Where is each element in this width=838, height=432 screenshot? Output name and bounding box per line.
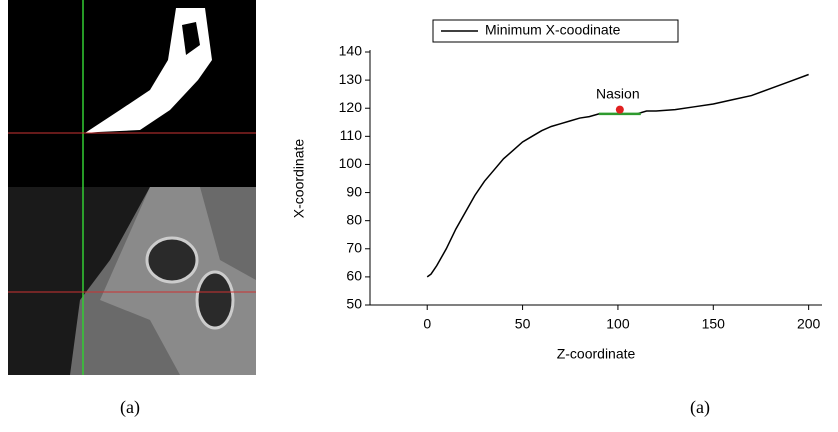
y-tick-label: 80 xyxy=(346,211,362,227)
y-axis-label: X-coordinate xyxy=(291,139,307,219)
x-tick-label: 50 xyxy=(515,316,531,332)
y-tick-label: 100 xyxy=(339,155,363,171)
y-tick-label: 140 xyxy=(339,43,363,59)
ct-images xyxy=(8,0,256,375)
sinus xyxy=(197,272,233,328)
x-tick-label: 0 xyxy=(423,316,431,332)
caption: (a) xyxy=(120,397,140,418)
y-tick-label: 120 xyxy=(339,99,363,115)
sinus xyxy=(147,238,197,282)
y-tick-label: 60 xyxy=(346,268,362,284)
y-tick-label: 70 xyxy=(346,239,362,255)
y-tick-label: 130 xyxy=(339,71,363,87)
x-tick-label: 100 xyxy=(606,316,630,332)
data-line xyxy=(427,74,808,276)
annotation: Nasion xyxy=(596,85,640,101)
legend-label: Minimum X-coodinate xyxy=(485,22,621,38)
chart: 50 60 70 80 90 100 110 120 130 140 0 50 100 150 200 Z-c… xyxy=(291,20,822,362)
nasion-point xyxy=(616,106,624,114)
caption: (a) xyxy=(690,397,710,418)
image-top xyxy=(8,0,256,190)
y-tick-label: 50 xyxy=(346,296,362,312)
x-axis-label: Z-coordinate xyxy=(557,346,636,362)
x-tick-label: 200 xyxy=(797,316,821,332)
y-tick-label: 110 xyxy=(340,127,363,143)
x-tick-label: 150 xyxy=(702,316,726,332)
y-tick-label: 90 xyxy=(346,183,362,199)
figure: (a) (a) 50 60 70 80 90 100 110 120 130 140 0 50 100 1… xyxy=(0,0,838,427)
